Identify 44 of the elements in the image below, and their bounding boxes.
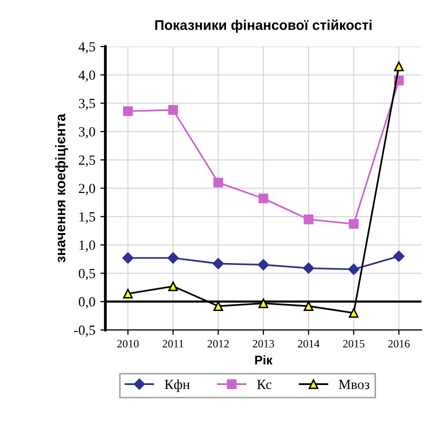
point xyxy=(304,214,314,224)
point xyxy=(302,262,314,274)
point xyxy=(123,106,133,116)
point xyxy=(258,298,268,308)
x-tick-label: 2012 xyxy=(208,340,229,348)
x-tick-label: 2010 xyxy=(117,340,139,348)
y-axis-title: значення коефіцієнта xyxy=(55,114,68,262)
y-tick-label: 4,0 xyxy=(78,70,96,82)
y-tick-label: 4,5 xyxy=(78,42,96,54)
x-axis-title: Рік xyxy=(255,355,272,364)
point xyxy=(122,252,134,264)
point xyxy=(213,178,224,188)
y-tick-label: 3,5 xyxy=(78,98,96,110)
point xyxy=(394,62,404,72)
legend-label: Кфн xyxy=(164,379,190,392)
legend-label: Мвоз xyxy=(338,380,370,390)
x-tick-label: 2011 xyxy=(162,340,184,348)
point xyxy=(348,264,360,275)
x-tick-label: 2015 xyxy=(343,340,364,348)
point xyxy=(167,252,179,264)
point xyxy=(393,250,404,262)
point xyxy=(168,105,178,115)
point xyxy=(258,194,268,204)
y-tick-label: 1,0 xyxy=(80,240,96,252)
y-tick-label: 0,5 xyxy=(78,268,96,280)
y-tick-label: 2,5 xyxy=(78,156,96,167)
chart-title: Показники фінансової стійкості xyxy=(155,20,372,33)
x-tick-label: 2013 xyxy=(252,340,274,348)
point xyxy=(213,301,224,311)
y-tick-label: 3,0 xyxy=(78,127,96,139)
point xyxy=(304,301,314,311)
y-tick-label: 0,0 xyxy=(78,297,96,309)
x-tick-label: 2016 xyxy=(388,340,410,348)
point xyxy=(348,219,359,229)
point xyxy=(258,259,270,270)
x-tick-label: 2014 xyxy=(298,340,320,348)
point xyxy=(212,258,224,270)
point xyxy=(348,308,359,318)
y-tick-label: -0,5 xyxy=(74,326,96,337)
y-tick-label: 1,5 xyxy=(80,212,96,224)
y-tick-label: 2,0 xyxy=(78,184,96,196)
point xyxy=(168,281,178,292)
point xyxy=(123,288,133,299)
legend-label: Кс xyxy=(257,380,272,390)
